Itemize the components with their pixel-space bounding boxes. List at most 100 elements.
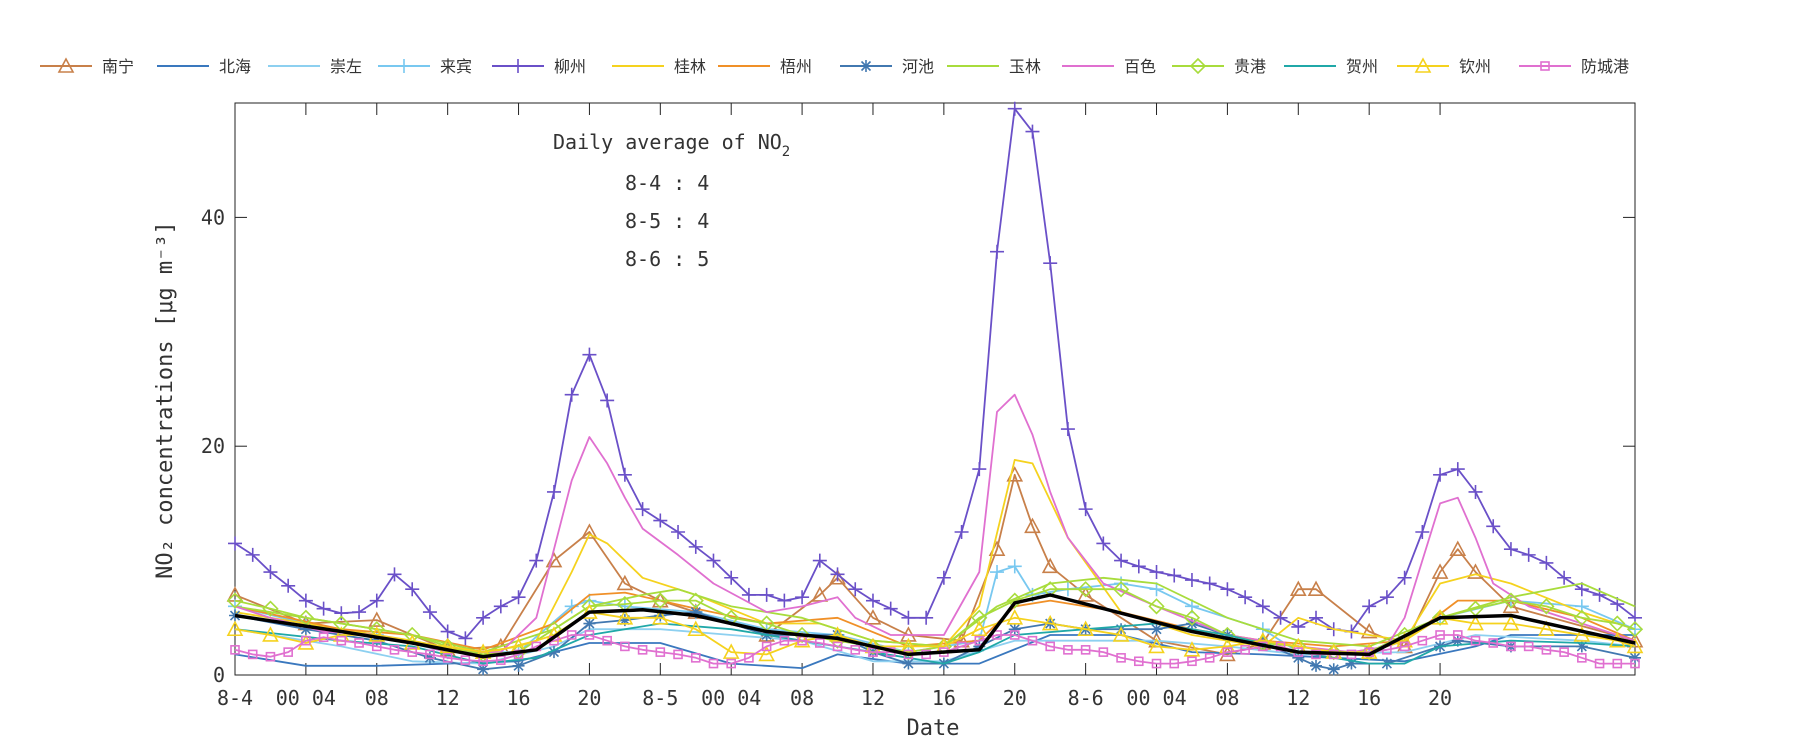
- data-point: [1506, 641, 1516, 652]
- legend-label: 来宾: [440, 57, 472, 76]
- data-point: [616, 609, 634, 625]
- data-point: [901, 610, 916, 625]
- data-point: [1077, 581, 1094, 598]
- data-point: [458, 631, 473, 646]
- data-point: [1187, 656, 1197, 667]
- legend-label: 百色: [1124, 57, 1156, 76]
- data-point: [687, 620, 705, 637]
- data-point: [1024, 517, 1041, 534]
- x-tick-label: 12: [1286, 686, 1310, 710]
- data-point: [992, 630, 1002, 640]
- data-point: [617, 467, 632, 482]
- y-axis-label: NO₂ concentrations [μg m⁻³]: [153, 221, 178, 579]
- data-point: [971, 609, 988, 626]
- data-point: [354, 638, 364, 648]
- data-point: [564, 387, 579, 402]
- x-tick-label: 16: [1357, 686, 1381, 710]
- x-tick-label: 8-6: [1068, 686, 1104, 710]
- data-point: [389, 645, 400, 655]
- data-point: [759, 587, 774, 602]
- data-point: [1289, 580, 1307, 597]
- legend-marker: [1189, 57, 1207, 75]
- data-point: [850, 645, 861, 655]
- data-point: [1630, 658, 1640, 669]
- x-tick-label: 12: [436, 686, 460, 710]
- legend-item: 河池: [840, 57, 934, 76]
- data-point: [582, 347, 597, 362]
- legend-item: 柳州: [492, 57, 586, 76]
- data-point: [1557, 570, 1572, 585]
- data-point: [371, 641, 382, 652]
- legend-item: 防城港: [1519, 57, 1629, 76]
- data-point: [724, 570, 739, 585]
- data-point: [970, 620, 988, 637]
- legend-label: 桂林: [674, 57, 706, 76]
- data-point: [616, 574, 634, 591]
- series-4: [228, 101, 1642, 646]
- data-point: [546, 484, 561, 499]
- data-point: [476, 610, 491, 625]
- data-point: [405, 582, 420, 597]
- data-point: [1045, 641, 1055, 652]
- data-point: [440, 624, 455, 639]
- legend-label: 河池: [902, 57, 934, 76]
- legend-marker: [860, 60, 872, 72]
- data-point: [1222, 647, 1233, 657]
- x-tick-label: 20: [1428, 686, 1452, 710]
- data-point: [425, 649, 435, 660]
- legend-label: 防城港: [1581, 57, 1629, 76]
- data-point: [1488, 638, 1499, 648]
- data-point: [1007, 559, 1022, 574]
- legend-marker: [1540, 61, 1550, 71]
- data-point: [460, 655, 471, 665]
- data-point: [477, 663, 490, 676]
- data-point: [815, 638, 825, 648]
- x-tick-label: 8-4: [217, 686, 253, 710]
- data-point: [1415, 525, 1430, 539]
- data-point: [1009, 630, 1020, 640]
- data-point: [1467, 614, 1484, 631]
- series-line: [234, 107, 1636, 640]
- annotation-line-3: 8-6 : 5: [625, 247, 709, 271]
- data-point: [688, 539, 703, 554]
- data-point: [1592, 587, 1607, 602]
- data-point: [1612, 658, 1623, 669]
- data-point: [1327, 663, 1340, 676]
- data-point: [671, 525, 686, 539]
- data-point: [990, 565, 1005, 580]
- data-point: [1220, 582, 1235, 597]
- data-point: [1451, 634, 1464, 647]
- data-point: [830, 567, 845, 582]
- x-tick-label: 8-5: [642, 686, 678, 710]
- data-point: [1041, 557, 1059, 574]
- data-point: [1169, 658, 1180, 669]
- data-point: [1238, 590, 1253, 605]
- data-point: [654, 609, 667, 622]
- legend-label: 南宁: [102, 57, 134, 76]
- data-point: [1502, 614, 1520, 631]
- data-point: [1433, 467, 1448, 482]
- data-point: [973, 640, 986, 653]
- data-point: [1060, 422, 1075, 437]
- series-line: [234, 622, 1636, 665]
- data-point: [954, 525, 969, 539]
- x-tick-label: 00 04: [1126, 686, 1186, 710]
- legend: 南宁 北海 崇左 来宾 柳州 桂林 梧州 河池 玉林 百色 贵港 贺州 钦州 防城港: [40, 57, 1629, 76]
- legend-label: 北海: [219, 57, 251, 76]
- data-point: [1204, 653, 1215, 663]
- data-point: [653, 513, 668, 528]
- data-point: [1538, 598, 1555, 615]
- data-point: [1486, 519, 1501, 534]
- data-point: [352, 605, 367, 620]
- plot-area: [234, 102, 1636, 676]
- legend-marker: [1414, 57, 1432, 73]
- data-point: [1573, 609, 1590, 626]
- data-point: [1077, 586, 1094, 602]
- series-line: [234, 459, 1636, 656]
- data-point: [318, 632, 329, 643]
- data-point: [1148, 637, 1165, 654]
- x-tick-label: 08: [1215, 686, 1239, 710]
- data-point: [387, 567, 402, 582]
- data-point: [584, 630, 595, 640]
- axes: 0 20 40 8-4 00 04 08 12 16 20 8-5 00 04 08 12 16 20 8-6…: [201, 103, 1635, 710]
